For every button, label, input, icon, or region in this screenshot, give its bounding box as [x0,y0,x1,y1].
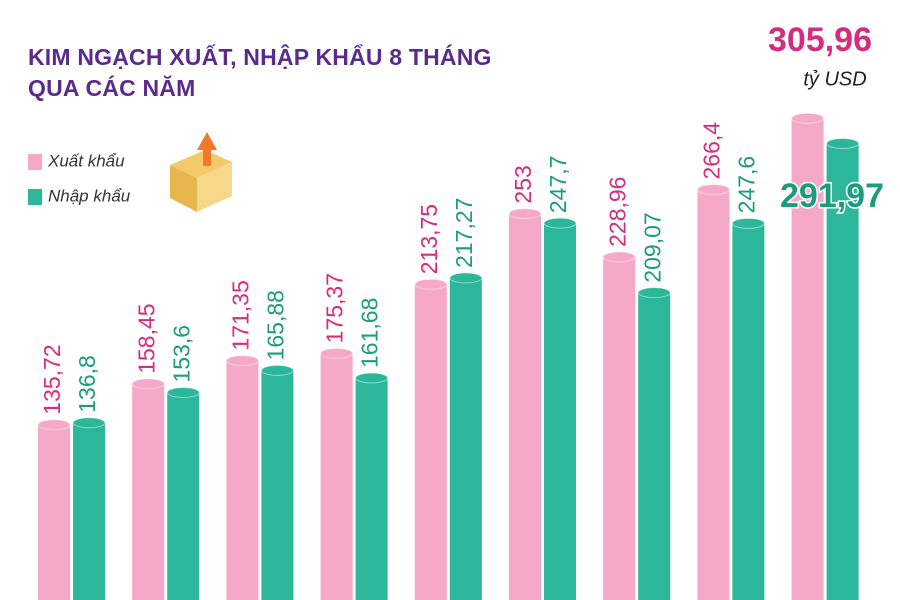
bar-cap [166,387,200,399]
value-label: 266,4 [698,122,724,180]
bar [355,377,388,600]
value-label: 136,8 [74,355,100,413]
bar [826,143,859,600]
bar-cap [260,364,294,376]
bar [226,360,259,600]
bar [261,370,294,600]
value-label: 253 [510,165,536,203]
value-label: 158,45 [133,303,159,373]
value-label: 161,68 [357,298,383,368]
bar [73,422,105,600]
bar-cap [37,419,71,431]
legend-label: Nhập khẩu [48,186,131,205]
value-label: 213,75 [416,204,442,274]
bar-cap [543,217,577,229]
bar-cap [131,378,165,390]
bar [38,424,70,600]
value-label: 135,72 [39,344,65,414]
bar-cap [225,355,259,367]
bar-cap [696,183,730,195]
value-label: 247,6 [733,156,759,214]
bar-cap [414,278,448,290]
box-icon [170,132,232,212]
value-label: 217,27 [451,198,477,268]
bar-cap [355,372,389,384]
value-label: 247,7 [545,156,571,214]
legend-label: Xuất khẩu [47,151,125,170]
value-label: 209,07 [639,212,665,282]
bar-cap [602,251,636,263]
value-label: 291,97 [780,177,884,215]
bar-cap [826,137,860,149]
bar-cap [731,217,765,229]
value-label: 305,96 [768,21,872,59]
bar [791,118,824,600]
legend-swatch [28,189,42,205]
bar [638,292,671,600]
value-label: 153,6 [168,325,194,383]
bar [544,223,576,600]
bar [697,189,730,600]
bar-cap [508,208,542,220]
bar [320,353,353,600]
chart-title: KIM NGẠCH XUẤT, NHẬP KHẨU 8 THÁNG QUA CÁ… [28,44,492,101]
value-label: 171,35 [227,280,253,350]
value-label: 228,96 [604,177,630,247]
unit-label: tỷ USD [803,68,866,90]
bar [414,284,447,600]
bar [449,277,482,600]
value-label: 165,88 [262,290,288,360]
bar [603,256,636,600]
bar [167,392,200,600]
bar-cap [449,272,483,284]
bar-cap [320,347,354,359]
bar [132,383,165,600]
legend-swatch [28,154,42,170]
value-label: 175,37 [322,273,348,343]
bar [509,213,541,600]
bar-cap [791,112,825,124]
bar [732,223,765,600]
bar-cap [72,417,106,429]
bar-cap [637,287,671,299]
